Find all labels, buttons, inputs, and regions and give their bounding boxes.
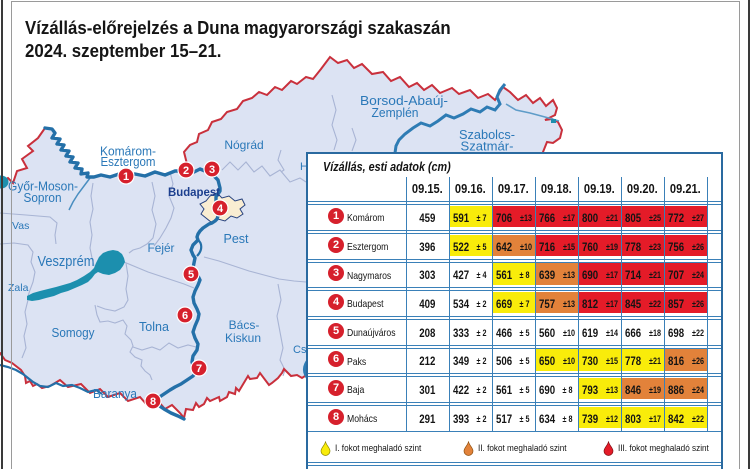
svg-text:Sopron: Sopron — [24, 191, 62, 205]
svg-text:Zala: Zala — [8, 282, 29, 294]
svg-text:7: 7 — [196, 363, 202, 375]
svg-text:3: 3 — [209, 164, 215, 176]
svg-text:1: 1 — [123, 171, 129, 183]
svg-text:Esztergom: Esztergom — [101, 155, 156, 169]
svg-text:5: 5 — [188, 269, 194, 281]
svg-text:Somogy: Somogy — [52, 325, 95, 340]
svg-text:Veszprém: Veszprém — [38, 254, 95, 270]
svg-text:Szabolcs-: Szabolcs- — [459, 127, 515, 142]
svg-text:Zemplén: Zemplén — [372, 105, 419, 120]
svg-text:2: 2 — [183, 165, 189, 177]
svg-text:Borsod-Abaúj-: Borsod-Abaúj- — [360, 93, 448, 108]
svg-text:Nógrád: Nógrád — [224, 138, 263, 152]
svg-text:6: 6 — [182, 310, 188, 322]
svg-text:Kiskun: Kiskun — [225, 331, 261, 345]
svg-text:8: 8 — [150, 396, 156, 408]
svg-text:Bács-: Bács- — [229, 318, 260, 332]
svg-text:Vas: Vas — [12, 220, 29, 232]
svg-text:Szatmár-: Szatmár- — [461, 139, 514, 154]
svg-text:Tolna: Tolna — [139, 319, 170, 334]
svg-text:Fejér: Fejér — [148, 243, 175, 255]
svg-text:Győr-Moson-: Győr-Moson- — [8, 179, 78, 193]
svg-text:4: 4 — [217, 203, 224, 215]
svg-text:Pest: Pest — [223, 232, 249, 246]
svg-text:Komárom-: Komárom- — [100, 145, 156, 159]
svg-text:Budapest: Budapest — [168, 185, 220, 199]
svg-text:Baranya: Baranya — [93, 386, 138, 401]
